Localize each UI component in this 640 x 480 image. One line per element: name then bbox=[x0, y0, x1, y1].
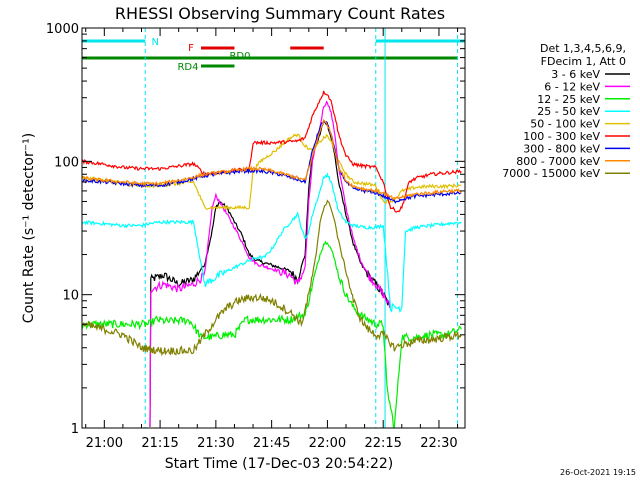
legend-entry-label: 7000 - 15000 keV bbox=[502, 167, 600, 180]
x-tick-label: 21:15 bbox=[141, 436, 178, 451]
x-tick-label: 22:15 bbox=[364, 436, 401, 451]
series-line-4 bbox=[81, 172, 462, 313]
y-tick-label: 1 bbox=[71, 422, 79, 437]
series-line-6 bbox=[81, 90, 462, 213]
x-tick-label: 21:00 bbox=[86, 436, 123, 451]
legend-entry-label: 300 - 800 keV bbox=[523, 142, 600, 155]
legend-entry-label: 50 - 100 keV bbox=[530, 118, 600, 131]
series-line-8 bbox=[81, 119, 462, 200]
x-tick-label: 21:45 bbox=[253, 436, 290, 451]
observing-flags: N F RD0 RD4 bbox=[82, 37, 465, 73]
series-line-2 bbox=[149, 100, 391, 426]
x-tick-label: 22:30 bbox=[420, 436, 457, 451]
flag-label: RD0 bbox=[229, 51, 250, 62]
series-line-3 bbox=[81, 240, 462, 429]
series-line-1 bbox=[149, 119, 392, 427]
y-tick-label: 10 bbox=[62, 289, 79, 304]
series-line-9 bbox=[81, 199, 462, 357]
legend-entry-label: 800 - 7000 keV bbox=[516, 155, 600, 168]
plot-area bbox=[81, 28, 462, 429]
y-tick-label: 100 bbox=[54, 155, 79, 170]
axes: 21:00 21:15 21:30 21:45 22:00 22:15 22:30 1 10 10… bbox=[46, 22, 465, 451]
legend-entry-label: 25 - 50 keV bbox=[537, 105, 600, 118]
flag-label: RD4 bbox=[177, 62, 198, 73]
plot-frame bbox=[81, 27, 466, 429]
flag-label: N bbox=[151, 37, 158, 48]
legend: Det 1,3,4,5,6,9,FDecim 1, Att 03 - 6 keV… bbox=[502, 42, 630, 180]
legend-header-line: FDecim 1, Att 0 bbox=[541, 55, 626, 68]
legend-entry-label: 100 - 300 keV bbox=[523, 130, 600, 143]
chart-title: RHESSI Observing Summary Count Rates bbox=[115, 4, 445, 23]
legend-entry-label: 3 - 6 keV bbox=[551, 68, 600, 81]
x-tick-label: 22:00 bbox=[309, 436, 346, 451]
y-tick-label: 1000 bbox=[46, 22, 79, 37]
legend-entry-label: 12 - 25 keV bbox=[537, 93, 600, 106]
x-tick-label: 21:30 bbox=[197, 436, 234, 451]
legend-header-line: Det 1,3,4,5,6,9, bbox=[540, 42, 626, 55]
footer-timestamp: 26-Oct-2021 19:15 bbox=[560, 468, 636, 477]
flag-label: F bbox=[188, 43, 194, 54]
y-axis-label: Count Rate (s⁻¹ detector⁻¹) bbox=[21, 133, 37, 323]
x-axis-label: Start Time (17-Dec-03 20:54:22) bbox=[165, 456, 393, 472]
legend-entry-label: 6 - 12 keV bbox=[544, 80, 600, 93]
